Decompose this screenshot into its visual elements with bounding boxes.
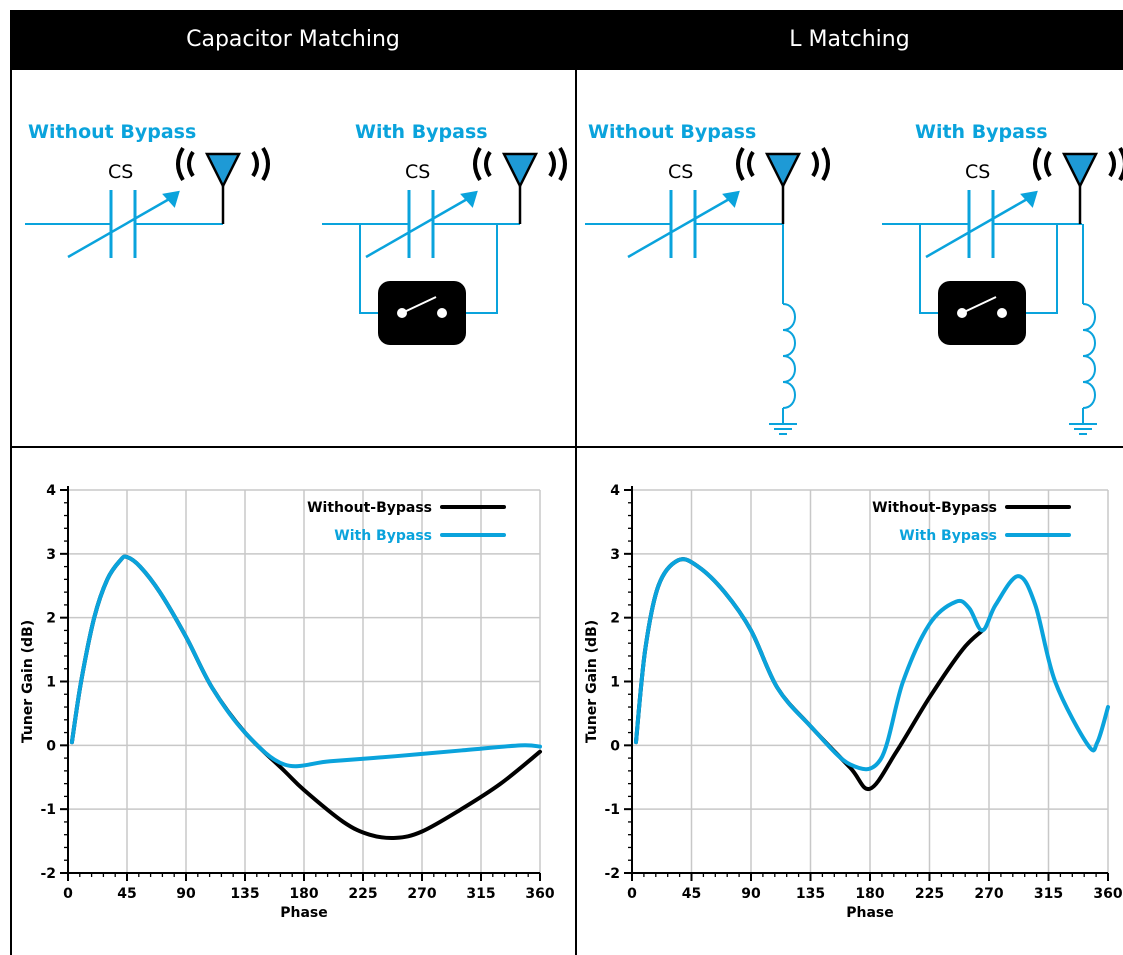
cap-without-cs-label: CS (108, 161, 133, 183)
capacitor-matching-chart: 0 45 90 135 180 225 270 315 360 -2 -1 0 1 2 3 4 Phase Tun… (20, 483, 555, 921)
x-tick-label: 135 (230, 886, 259, 902)
x-tick-label: 90 (741, 886, 761, 902)
y-tick-label: 1 (46, 675, 56, 691)
y-tick-label: -2 (40, 866, 56, 882)
x-axis-title: Phase (280, 905, 328, 921)
y-tick-label: 3 (610, 547, 620, 563)
cap-with-bypass-title: With Bypass (355, 121, 488, 143)
y-axis-title: Tuner Gain (dB) (20, 620, 36, 743)
y-axis-title: Tuner Gain (dB) (584, 620, 600, 743)
series-line-without-bypass (69, 554, 542, 841)
y-tick-label: 2 (610, 611, 620, 627)
series-line-without-bypass (633, 557, 985, 792)
x-tick-label: 360 (1093, 886, 1122, 902)
antenna-icon (1033, 146, 1123, 226)
l-matching-chart: 0 45 90 135 180 225 270 315 360 -2 -1 0 1 2 3 4 Phase Tun… (584, 483, 1123, 921)
inductor-icon (1068, 223, 1098, 435)
left-border (10, 70, 12, 955)
x-tick-label: 180 (855, 886, 884, 902)
x-tick-label: 360 (525, 886, 554, 902)
legend-label: Without-Bypass (872, 500, 997, 516)
series-line-with-bypass (69, 554, 542, 769)
y-tick-label: 4 (610, 483, 620, 499)
l-without-bypass-title: Without Bypass (588, 121, 756, 143)
y-tick-label: -2 (604, 866, 620, 882)
antenna-icon (473, 146, 567, 226)
inductor-icon (768, 223, 798, 435)
y-tick-label: 0 (46, 738, 56, 754)
x-tick-label: 225 (348, 886, 377, 902)
y-tick-label: 2 (46, 611, 56, 627)
x-tick-label: 0 (627, 886, 637, 902)
x-tick-label: 45 (117, 886, 136, 902)
antenna-icon (176, 146, 270, 226)
row-divider (10, 446, 1123, 448)
circuit-diagrams: Without Bypass CS With Bypass CS Without… (25, 121, 1123, 435)
x-tick-label: 45 (682, 886, 701, 902)
x-tick-label: 135 (796, 886, 825, 902)
x-tick-label: 180 (289, 886, 318, 902)
y-tick-label: -1 (40, 802, 56, 818)
center-divider (575, 70, 577, 955)
x-tick-label: 315 (466, 886, 495, 902)
x-tick-label: 270 (407, 886, 436, 902)
bypass-switch-icon (377, 280, 467, 346)
x-axis-title: Phase (846, 905, 894, 921)
capacitor-matching-title: Capacitor Matching (186, 27, 400, 52)
l-with-bypass-title: With Bypass (915, 121, 1048, 143)
legend-label: With Bypass (899, 528, 997, 544)
y-tick-label: 0 (610, 738, 620, 754)
x-tick-label: 225 (915, 886, 944, 902)
y-tick-label: 4 (46, 483, 56, 499)
x-tick-label: 315 (1034, 886, 1063, 902)
l-matching-title: L Matching (789, 27, 910, 52)
legend-label: Without-Bypass (307, 500, 432, 516)
y-tick-label: 1 (610, 675, 620, 691)
x-tick-label: 270 (974, 886, 1003, 902)
l-with-cs-label: CS (965, 161, 990, 183)
y-tick-label: 3 (46, 547, 56, 563)
bypass-switch-icon (937, 280, 1027, 346)
y-tick-label: -1 (604, 802, 620, 818)
antenna-icon (736, 146, 830, 226)
series-line-with-bypass (633, 557, 1110, 772)
cap-without-bypass-title: Without Bypass (28, 121, 196, 143)
cap-with-cs-label: CS (405, 161, 430, 183)
l-without-cs-label: CS (668, 161, 693, 183)
header-bar: Capacitor Matching L Matching (10, 10, 1123, 70)
x-tick-label: 0 (63, 886, 73, 902)
x-tick-label: 90 (176, 886, 196, 902)
legend-label: With Bypass (334, 528, 432, 544)
